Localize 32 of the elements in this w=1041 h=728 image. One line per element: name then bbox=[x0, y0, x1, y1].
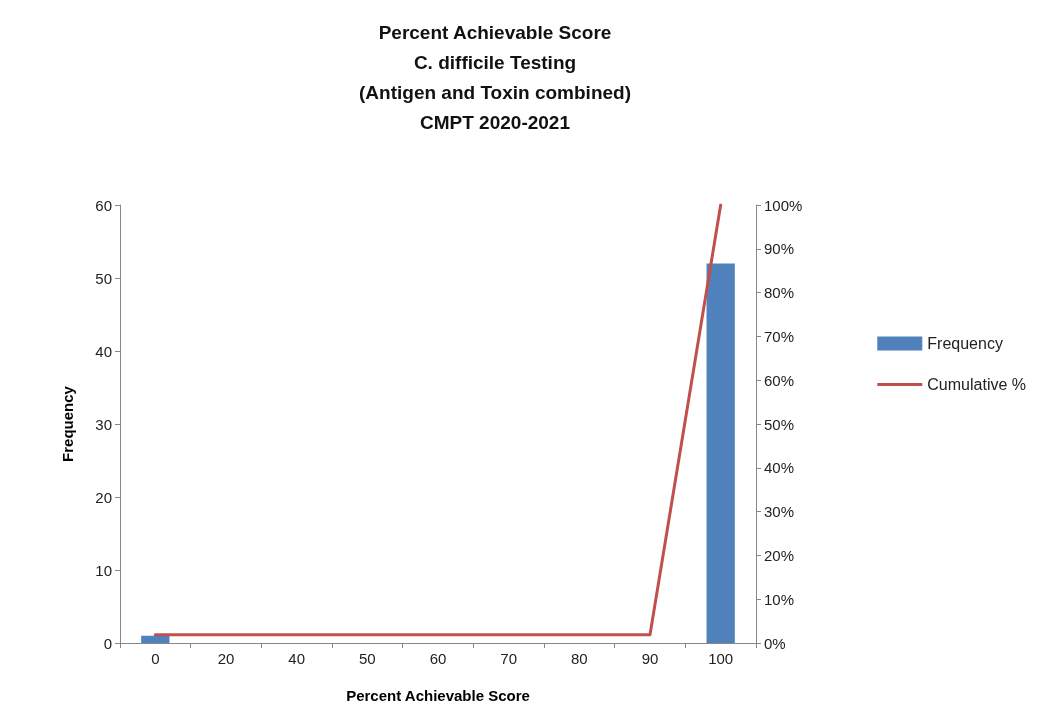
legend-label: Cumulative % bbox=[927, 376, 1026, 393]
x-tick-label: 20 bbox=[217, 650, 235, 667]
y2-tick-label: 100% bbox=[764, 196, 803, 214]
y-tick-label: 0 bbox=[103, 634, 112, 652]
y-tick-label: 40 bbox=[95, 342, 112, 360]
y2-tick-label: 30% bbox=[764, 503, 795, 521]
y-tick-label: 50 bbox=[95, 269, 112, 287]
y-tick-label: 20 bbox=[95, 488, 112, 506]
x-axis-title: Percent Achievable Score bbox=[346, 687, 530, 704]
y-tick-label: 30 bbox=[95, 415, 112, 433]
y2-tick-label: 60% bbox=[764, 371, 795, 389]
y2-tick-label: 10% bbox=[764, 590, 795, 608]
x-tick-label: 50 bbox=[358, 650, 376, 667]
y2-tick-label: 50% bbox=[764, 415, 795, 433]
y2-tick-label: 80% bbox=[764, 284, 795, 302]
y-axis-title: Frequency bbox=[59, 385, 76, 462]
y2-tick-label: 90% bbox=[764, 240, 795, 258]
y2-tick-label: 70% bbox=[764, 327, 795, 345]
y-tick-label: 10 bbox=[95, 561, 112, 579]
x-tick-label: 70 bbox=[500, 650, 518, 667]
x-tick-label: 80 bbox=[570, 650, 588, 667]
legend-label: Frequency bbox=[927, 335, 1003, 352]
x-tick-label: 40 bbox=[288, 650, 306, 667]
y2-tick-label: 20% bbox=[764, 546, 795, 564]
y-tick-label: 60 bbox=[95, 196, 112, 214]
y2-tick-label: 40% bbox=[764, 459, 795, 477]
x-tick-label: 100 bbox=[708, 650, 734, 667]
y2-tick-label: 0% bbox=[764, 634, 786, 652]
x-tick-label: 60 bbox=[429, 650, 447, 667]
x-tick-label: 90 bbox=[641, 650, 659, 667]
chart-title: Percent Achievable Score C. difficile Testing (Antigen and Toxin combined) CMPT 2020-2021 bbox=[359, 21, 631, 133]
x-tick-label: 0 bbox=[151, 650, 160, 667]
